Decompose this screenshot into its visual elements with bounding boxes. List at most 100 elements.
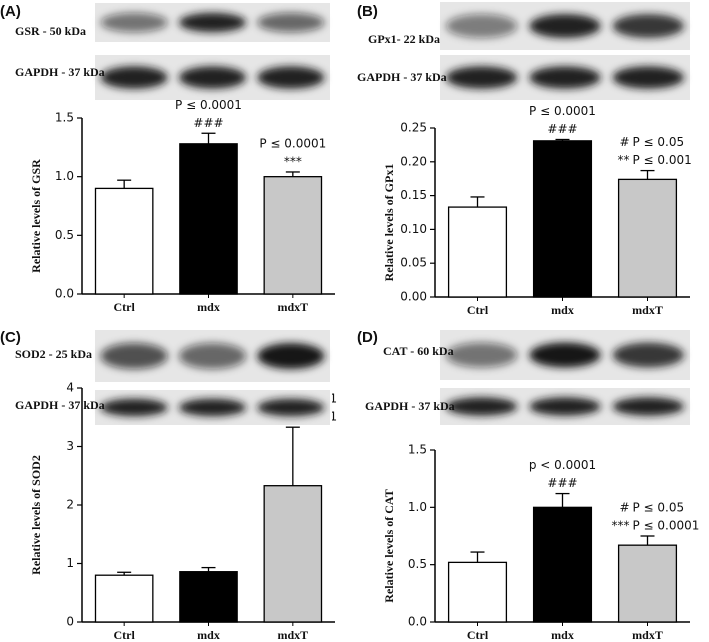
bar: [263, 485, 323, 623]
x-tick-label: mdx: [551, 303, 574, 317]
bar: [447, 206, 508, 298]
y-tick-label: 1: [66, 556, 74, 570]
p-value: P ≤ 0.001: [633, 153, 692, 167]
x-tick-label: mdxT: [277, 628, 308, 642]
y-tick-label: 3: [66, 439, 74, 453]
p-value: P ≤ 0.0001: [529, 104, 596, 118]
p-value: P ≤ 0.0001: [259, 136, 326, 150]
bar: [532, 140, 593, 298]
y-tick-label: 0.25: [400, 121, 427, 135]
blot-band: [100, 66, 168, 89]
panel-label: (C): [0, 329, 21, 346]
blot-band: [100, 12, 168, 33]
blot-band: [445, 14, 518, 38]
y-axis-label: Relative levels of CAT: [382, 489, 396, 602]
y-tick-label: 0: [66, 615, 74, 629]
blot-label: SOD2 - 25 kDa: [15, 347, 92, 361]
blot-band: [257, 398, 325, 417]
blot-band: [612, 66, 685, 89]
y-tick-label: 0.20: [400, 154, 427, 168]
panel-label: (B): [357, 3, 378, 20]
blot-band: [445, 397, 518, 416]
bar: [532, 506, 593, 623]
significance-mark: #: [619, 135, 629, 149]
blot-label: GPx1- 22 kDa: [368, 32, 440, 46]
bar: [179, 571, 238, 623]
blot-band: [612, 14, 685, 38]
significance-mark: ###: [547, 122, 577, 136]
bar: [94, 574, 154, 623]
blot-band: [100, 343, 168, 369]
blot-band: [178, 66, 247, 89]
y-tick-label: 2: [66, 498, 74, 512]
blot-band: [100, 398, 168, 417]
p-value: P ≤ 0.0001: [175, 98, 242, 112]
blot-label: GAPDH - 37 kDa: [365, 399, 455, 413]
significance-mark: #: [619, 501, 629, 515]
y-axis-label: Relative levels of GPx1: [382, 164, 396, 282]
blot-band: [178, 12, 247, 33]
y-tick-label: 0.0: [55, 287, 74, 301]
y-tick-label: 0.10: [400, 222, 427, 236]
y-axis-label: Relative levels of GSR: [29, 159, 43, 273]
bar: [263, 176, 323, 295]
y-tick-label: 4: [66, 381, 74, 395]
x-tick-label: Ctrl: [467, 628, 489, 642]
y-tick-label: 0.00: [400, 290, 427, 304]
x-tick-label: mdxT: [632, 303, 663, 317]
blot-band: [529, 397, 601, 416]
significance-mark: ###: [547, 476, 577, 490]
blot-band: [445, 66, 518, 89]
x-tick-label: mdx: [551, 628, 574, 642]
significance-mark: **: [618, 153, 630, 167]
p-value: P ≤ 0.0001: [633, 519, 700, 533]
bar: [179, 143, 238, 295]
y-tick-label: 1.5: [408, 443, 427, 457]
x-tick-label: mdx: [197, 628, 220, 642]
blot-band: [529, 342, 601, 368]
significance-mark: ###: [193, 116, 223, 130]
blot-band: [612, 397, 685, 416]
blot-band: [445, 342, 518, 368]
blot-band: [178, 398, 247, 417]
p-value: P ≤ 0.05: [633, 501, 685, 515]
significance-mark: ***: [612, 519, 630, 533]
blot-band: [612, 342, 685, 368]
y-tick-label: 1.5: [55, 111, 74, 125]
panel-label: (D): [357, 329, 378, 346]
y-tick-label: 1.0: [55, 169, 74, 183]
y-tick-label: 1.0: [408, 500, 427, 514]
bar: [617, 544, 678, 623]
y-tick-label: 0.0: [408, 615, 427, 629]
blot-label: GSR - 50 kDa: [15, 24, 86, 38]
y-tick-label: 0.5: [408, 557, 427, 571]
y-tick-label: 0.05: [400, 256, 427, 270]
significance-mark: ***: [284, 154, 302, 168]
blot-label: GAPDH - 37 kDa: [357, 70, 447, 84]
blot-band: [529, 66, 601, 89]
blot-band: [257, 12, 325, 33]
bar: [94, 187, 154, 295]
panel-label: (A): [0, 3, 21, 20]
blot-band: [529, 14, 601, 38]
blot-label: GAPDH - 37 kDa: [15, 398, 105, 412]
y-tick-label: 0.15: [400, 188, 427, 202]
blot-band: [178, 343, 247, 369]
bar: [447, 561, 508, 623]
p-value: P ≤ 0.05: [633, 135, 685, 149]
bar: [617, 178, 678, 298]
x-tick-label: mdxT: [632, 628, 663, 642]
x-tick-label: Ctrl: [114, 628, 136, 642]
p-value: p < 0.0001: [529, 458, 596, 472]
y-axis-label: Relative levels of SOD2: [29, 455, 43, 575]
blot-label: GAPDH - 37 kDa: [15, 65, 105, 79]
y-tick-label: 0.5: [55, 228, 74, 242]
x-tick-label: mdx: [197, 300, 220, 314]
blot-label: CAT - 60 kDa: [383, 344, 454, 358]
blot-band: [257, 66, 325, 89]
blot-band: [257, 343, 325, 369]
x-tick-label: mdxT: [277, 300, 308, 314]
x-tick-label: Ctrl: [467, 303, 489, 317]
x-tick-label: Ctrl: [114, 300, 136, 314]
